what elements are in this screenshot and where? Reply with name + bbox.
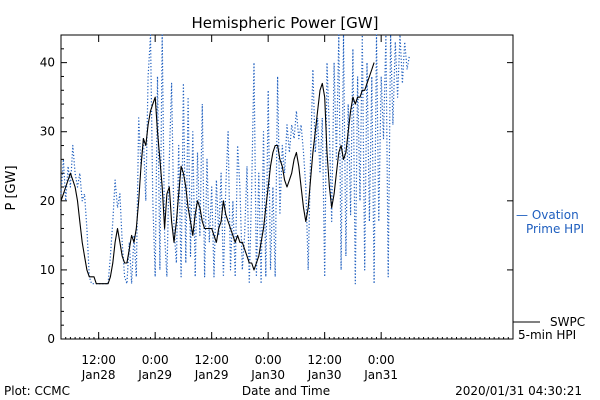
plot-credit: Plot: CCMC	[4, 384, 70, 398]
x-tick-time-label: 12:00	[81, 353, 116, 367]
y-axis: 0 10 20 30 40	[40, 34, 513, 346]
y-tick-label-30: 30	[40, 125, 55, 139]
x-tick-time-label: 0:00	[142, 353, 169, 367]
x-tick-time-label: 0:00	[368, 353, 395, 367]
x-tick-date-label: Jan30	[250, 368, 285, 382]
y-tick-label-10: 10	[40, 263, 55, 277]
x-tick-date-label: Jan30	[307, 368, 342, 382]
x-tick-date-label: Jan29	[137, 368, 172, 382]
legend-swpc-line2: 5-min HPI	[518, 328, 576, 342]
legend: — Ovation Prime HPI SWPC 5-min HPI	[513, 208, 585, 342]
series-layer	[60, 34, 410, 285]
chart-title: Hemispheric Power [GW]	[192, 14, 379, 32]
y-tick-label-40: 40	[40, 56, 55, 70]
series-line-ovation-prime	[60, 34, 410, 285]
x-axis: 12:00Jan280:00Jan2912:00Jan290:00Jan3012…	[60, 35, 514, 382]
legend-swpc-line1: SWPC	[550, 315, 585, 329]
legend-ovation-line1: — Ovation	[516, 208, 579, 222]
x-tick-date-label: Jan29	[194, 368, 229, 382]
timestamp: 2020/01/31 04:30:21	[455, 384, 582, 398]
x-tick-time-label: 12:00	[194, 353, 229, 367]
x-tick-date-label: Jan28	[81, 368, 116, 382]
x-tick-time-label: 12:00	[307, 353, 342, 367]
x-tick-date-label: Jan31	[363, 368, 398, 382]
y-tick-label-0: 0	[47, 332, 55, 346]
x-tick-time-label: 0:00	[255, 353, 282, 367]
y-axis-label: P [GW]	[4, 165, 19, 210]
y-tick-label-20: 20	[40, 194, 55, 208]
series-line-swpc	[60, 62, 375, 285]
legend-ovation-line2: Prime HPI	[526, 222, 584, 236]
x-axis-label: Date and Time	[242, 384, 330, 398]
